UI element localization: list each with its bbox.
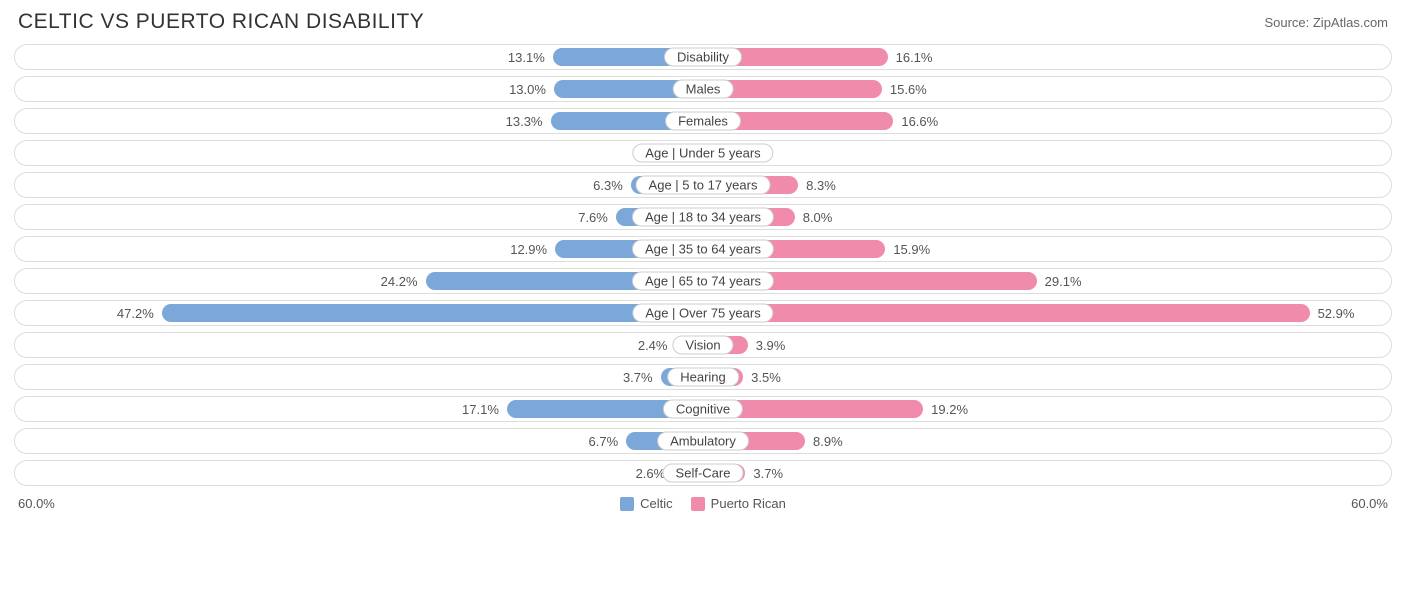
row-category-label: Age | 65 to 74 years [632, 272, 774, 291]
row-right-half: 8.3% [703, 173, 1391, 197]
chart-source: Source: ZipAtlas.com [1264, 15, 1388, 30]
row-right-value: 8.3% [798, 178, 844, 193]
row-right-value: 15.9% [885, 242, 938, 257]
legend-swatch-right [691, 497, 705, 511]
chart-row: 6.7% 8.9% Ambulatory [14, 428, 1392, 454]
chart-row: 3.7% 3.5% Hearing [14, 364, 1392, 390]
legend-label-right: Puerto Rican [711, 496, 786, 511]
row-right-half: 3.9% [703, 333, 1391, 357]
chart-legend: Celtic Puerto Rican [620, 496, 786, 511]
row-left-value: 2.4% [630, 338, 676, 353]
row-right-half: 15.6% [703, 77, 1391, 101]
row-category-label: Age | Over 75 years [632, 304, 773, 323]
row-left-value: 6.7% [581, 434, 627, 449]
row-right-half: 16.1% [703, 45, 1391, 69]
row-right-half: 52.9% [703, 301, 1391, 325]
row-right-value: 3.5% [743, 370, 789, 385]
row-category-label: Hearing [667, 368, 739, 387]
row-left-half: 7.6% [15, 205, 703, 229]
row-left-value: 47.2% [109, 306, 162, 321]
row-right-half: 29.1% [703, 269, 1391, 293]
legend-item-left: Celtic [620, 496, 673, 511]
row-left-value: 13.0% [501, 82, 554, 97]
chart-axis: 60.0% Celtic Puerto Rican 60.0% [0, 494, 1406, 519]
row-left-half: 13.3% [15, 109, 703, 133]
row-left-value: 6.3% [585, 178, 631, 193]
row-left-half: 24.2% [15, 269, 703, 293]
row-right-half: 3.7% [703, 461, 1391, 485]
chart-row: 7.6% 8.0% Age | 18 to 34 years [14, 204, 1392, 230]
chart-row: 1.7%1.7%Age | Under 5 years [14, 140, 1392, 166]
chart-row: 13.0% 15.6% Males [14, 76, 1392, 102]
legend-label-left: Celtic [640, 496, 673, 511]
row-category-label: Age | 5 to 17 years [636, 176, 771, 195]
row-right-value: 3.7% [745, 466, 791, 481]
row-left-half: 6.7% [15, 429, 703, 453]
row-right-value: 52.9% [1310, 306, 1363, 321]
row-right-value: 29.1% [1037, 274, 1090, 289]
chart-row: 13.1% 16.1% Disability [14, 44, 1392, 70]
row-right-half: 3.5% [703, 365, 1391, 389]
chart-title: CELTIC VS PUERTO RICAN DISABILITY [18, 10, 424, 34]
axis-right-max: 60.0% [1351, 496, 1388, 511]
row-category-label: Females [665, 112, 741, 131]
row-left-half: 13.1% [15, 45, 703, 69]
row-left-value: 13.1% [500, 50, 553, 65]
row-right-half: 16.6% [703, 109, 1391, 133]
row-category-label: Age | 18 to 34 years [632, 208, 774, 227]
chart-row: 12.9% 15.9% Age | 35 to 64 years [14, 236, 1392, 262]
legend-swatch-left [620, 497, 634, 511]
row-right-value: 15.6% [882, 82, 935, 97]
row-left-half: 2.4% [15, 333, 703, 357]
row-left-value: 13.3% [498, 114, 551, 129]
row-left-half: 17.1% [15, 397, 703, 421]
chart-row: 47.2% 52.9% Age | Over 75 years [14, 300, 1392, 326]
row-right-value: 8.0% [795, 210, 841, 225]
row-category-label: Age | Under 5 years [632, 144, 773, 163]
row-left-value: 7.6% [570, 210, 616, 225]
row-left-half: 12.9% [15, 237, 703, 261]
row-category-label: Age | 35 to 64 years [632, 240, 774, 259]
row-left-half: 47.2% [15, 301, 703, 325]
row-category-label: Vision [672, 336, 733, 355]
row-left-half: 6.3% [15, 173, 703, 197]
row-left-half: 1.7% [15, 141, 703, 165]
row-category-label: Ambulatory [657, 432, 749, 451]
row-right-value: 8.9% [805, 434, 851, 449]
legend-item-right: Puerto Rican [691, 496, 786, 511]
chart-row: 2.4% 3.9% Vision [14, 332, 1392, 358]
row-right-half: 15.9% [703, 237, 1391, 261]
row-right-bar [703, 304, 1310, 322]
row-category-label: Males [673, 80, 734, 99]
row-right-value: 3.9% [748, 338, 794, 353]
row-right-value: 16.6% [893, 114, 946, 129]
row-left-bar [162, 304, 703, 322]
axis-left-max: 60.0% [18, 496, 55, 511]
chart-header: CELTIC VS PUERTO RICAN DISABILITY Source… [0, 0, 1406, 40]
row-category-label: Disability [664, 48, 742, 67]
row-left-half: 2.6% [15, 461, 703, 485]
row-left-value: 12.9% [502, 242, 555, 257]
row-left-half: 13.0% [15, 77, 703, 101]
row-left-value: 3.7% [615, 370, 661, 385]
chart-row: 6.3% 8.3% Age | 5 to 17 years [14, 172, 1392, 198]
row-right-half: 8.0% [703, 205, 1391, 229]
row-right-value: 16.1% [888, 50, 941, 65]
row-left-half: 3.7% [15, 365, 703, 389]
row-right-half: 1.7% [703, 141, 1391, 165]
chart-row: 17.1% 19.2% Cognitive [14, 396, 1392, 422]
row-category-label: Self-Care [663, 464, 744, 483]
chart-row: 2.6% 3.7%Self-Care [14, 460, 1392, 486]
row-category-label: Cognitive [663, 400, 743, 419]
chart-row: 13.3% 16.6% Females [14, 108, 1392, 134]
butterfly-chart: 13.1% 16.1% Disability 13.0% 15.6% Males 13.3%… [0, 40, 1406, 494]
row-left-value: 24.2% [373, 274, 426, 289]
row-right-half: 19.2% [703, 397, 1391, 421]
row-right-value: 19.2% [923, 402, 976, 417]
row-right-half: 8.9% [703, 429, 1391, 453]
chart-row: 24.2% 29.1% Age | 65 to 74 years [14, 268, 1392, 294]
row-left-value: 17.1% [454, 402, 507, 417]
